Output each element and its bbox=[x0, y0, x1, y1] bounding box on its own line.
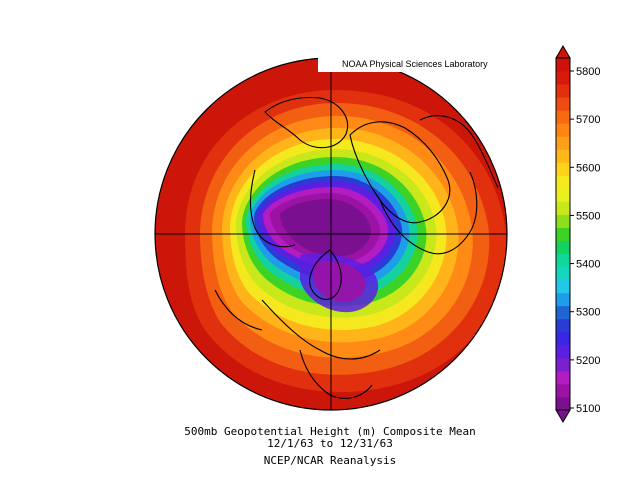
colorbar-segment bbox=[556, 344, 570, 359]
colorbar-segment bbox=[556, 188, 570, 202]
caption-source: NCEP/NCAR Reanalysis bbox=[263, 454, 397, 467]
colorbar-tick-label: 5200 bbox=[576, 355, 600, 367]
colorbar-segment bbox=[556, 201, 570, 215]
colorbar-segment bbox=[556, 266, 570, 281]
colorbar-tick-label: 5400 bbox=[576, 259, 600, 271]
colorbar-segment bbox=[556, 253, 570, 268]
colorbar-segment bbox=[556, 71, 570, 85]
colorbar-segment bbox=[556, 175, 570, 189]
colorbar-segment bbox=[556, 396, 570, 411]
colorbar-segment bbox=[556, 110, 570, 124]
colorbar-segment bbox=[556, 357, 570, 372]
colorbar-segment bbox=[556, 318, 570, 333]
colorbar-tick-label: 5700 bbox=[576, 114, 600, 126]
colorbar-segment bbox=[556, 84, 570, 98]
colorbar-segment bbox=[556, 162, 570, 176]
colorbar-tick-label: 5600 bbox=[576, 162, 600, 174]
colorbar-max-arrow bbox=[555, 45, 571, 59]
colorbar-segment bbox=[556, 383, 570, 398]
colorbar-tick-label: 5500 bbox=[576, 210, 600, 222]
contour-fill bbox=[155, 58, 507, 410]
credit-label: NOAA Physical Sciences Laboratory bbox=[318, 57, 506, 72]
colorbar-tick-label: 5800 bbox=[576, 66, 600, 78]
colorbar-tick-label: 5100 bbox=[576, 403, 600, 415]
colorbar-segment bbox=[556, 123, 570, 137]
colorbar-segment bbox=[556, 292, 570, 307]
colorbar-frame bbox=[555, 57, 571, 411]
colorbar-segment bbox=[556, 331, 570, 346]
caption-date-range: 12/1/63 to 12/31/63 bbox=[267, 437, 393, 450]
colorbar-segment bbox=[556, 136, 570, 150]
graticule bbox=[155, 58, 507, 410]
caption-title: 500mb Geopotential Height (m) Composite … bbox=[184, 425, 476, 438]
colorbar-segment bbox=[556, 227, 570, 242]
colorbar-segment bbox=[556, 214, 570, 228]
colorbar-segment bbox=[556, 279, 570, 294]
colorbar-segment bbox=[556, 305, 570, 320]
colorbar-tick-label: 5300 bbox=[576, 307, 600, 319]
colorbar-segment bbox=[556, 149, 570, 163]
colorbar-segment bbox=[556, 97, 570, 111]
colorbar-segment bbox=[556, 370, 570, 385]
colorbar-segment bbox=[556, 58, 570, 72]
colorbar-min-arrow bbox=[555, 409, 571, 423]
colorbar: 5800 5700 5600 5500 5400 5300 5200 5100 bbox=[555, 45, 600, 423]
colorbar-segment bbox=[556, 240, 570, 255]
